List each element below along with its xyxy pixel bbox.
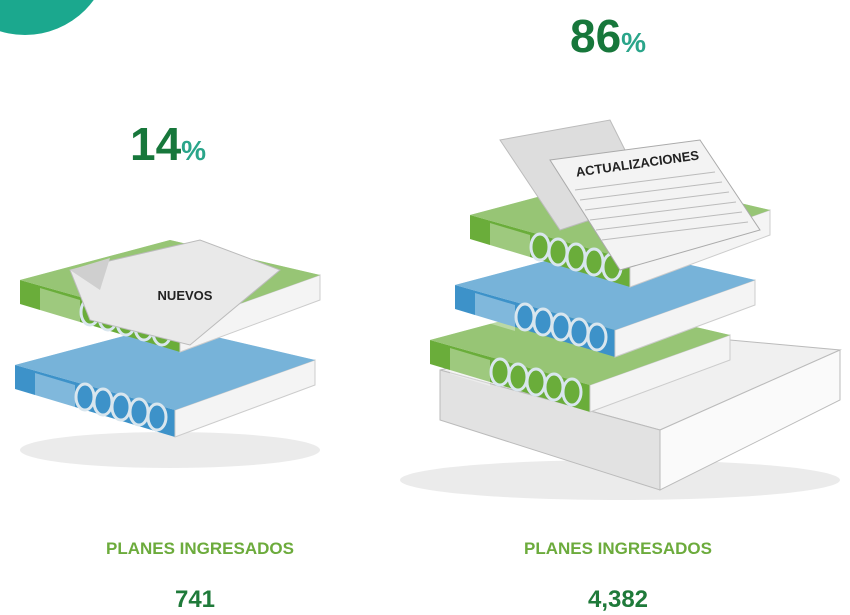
left-count: 741 [175,586,215,613]
right-count: 4,382 [588,586,648,613]
left-percent: 14% [130,118,206,170]
left-label: NUEVOS [158,288,213,303]
right-percent: 86% [570,10,646,62]
left-caption: PLANES INGRESADOS [106,539,294,558]
corner-circle [0,0,94,35]
right-stack: ACTUALIZACIONES [400,119,842,500]
right-caption: PLANES INGRESADOS [524,539,712,558]
left-stack: NUEVOS [13,238,322,468]
